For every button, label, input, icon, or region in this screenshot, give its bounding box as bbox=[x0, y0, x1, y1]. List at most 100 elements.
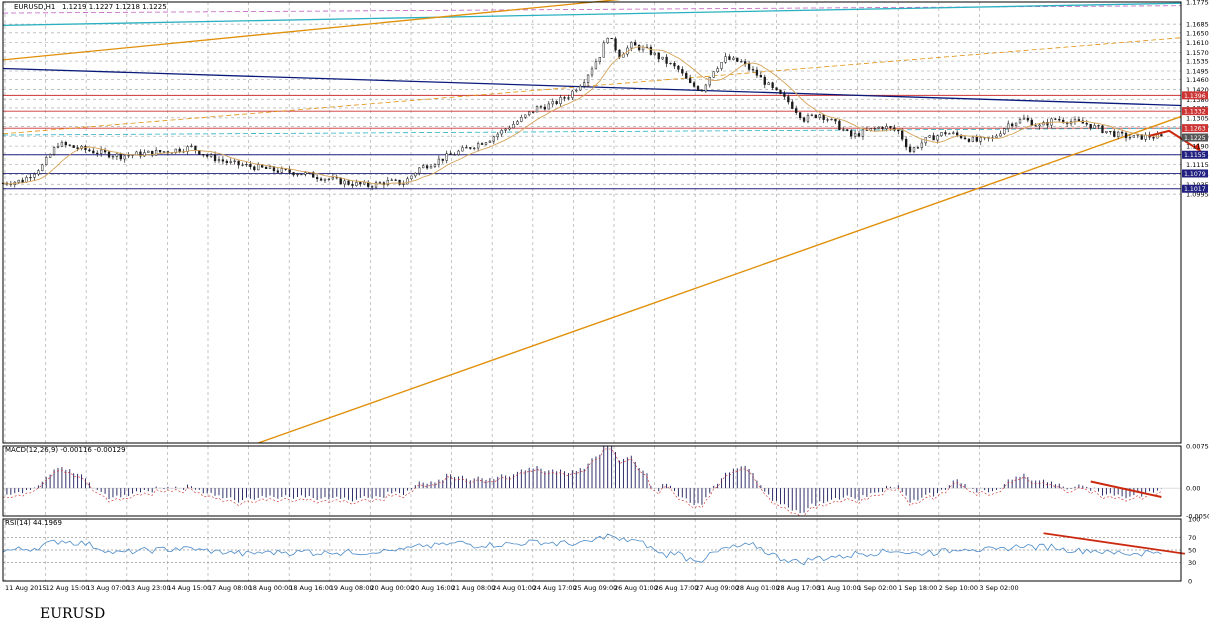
candle-body bbox=[233, 160, 236, 162]
candle-body bbox=[17, 179, 20, 183]
rsi-title: RSI(14) 44.1969 bbox=[5, 519, 62, 527]
candle-body bbox=[1132, 135, 1136, 138]
candle-body bbox=[1128, 137, 1132, 139]
candle-body bbox=[649, 46, 653, 55]
candle-body bbox=[88, 149, 91, 152]
candle-body bbox=[469, 147, 472, 149]
blue-trendline bbox=[2, 67, 1182, 107]
rsi-pane bbox=[2, 532, 1186, 566]
x-tick-label: 24 Aug 17:00 bbox=[533, 584, 577, 592]
pane-frame bbox=[2, 1, 1182, 444]
candle-body bbox=[162, 151, 166, 153]
candle-body bbox=[512, 123, 515, 129]
candle-body bbox=[967, 138, 971, 142]
channel-lower bbox=[257, 115, 1182, 444]
candle-body bbox=[916, 147, 920, 149]
candle-body bbox=[76, 147, 79, 149]
rsi-tick-label: 100 bbox=[1188, 516, 1200, 524]
candle-body bbox=[692, 82, 696, 87]
candle-body bbox=[846, 129, 849, 131]
candle-body bbox=[92, 150, 95, 154]
rsi-tick-label: 0 bbox=[1188, 578, 1192, 586]
candle-body bbox=[598, 56, 602, 63]
candle-body bbox=[720, 62, 723, 69]
candle-body bbox=[963, 137, 967, 140]
candle-body bbox=[433, 164, 437, 167]
candle-body bbox=[312, 172, 315, 178]
price-label: 1.1225 bbox=[1184, 135, 1206, 142]
price-label: 1.1079 bbox=[1184, 171, 1206, 178]
candle-body bbox=[1054, 118, 1057, 120]
ohlc-header: 1.1219 1.1227 1.1218 1.1225 bbox=[62, 3, 167, 11]
candle-body bbox=[712, 71, 715, 78]
candle-body bbox=[29, 177, 32, 179]
candle-body bbox=[696, 86, 700, 91]
candle-body bbox=[779, 89, 782, 95]
y-tick-label: 1.1570 bbox=[1186, 49, 1209, 57]
candle-body bbox=[795, 108, 798, 113]
candle-body bbox=[775, 87, 778, 91]
candle-body bbox=[418, 167, 421, 174]
macd-title: MACD(12,26,9) -0.00116 -0.00129 bbox=[5, 446, 126, 454]
candle-body bbox=[488, 140, 492, 143]
candle-body bbox=[630, 42, 633, 49]
candle-body bbox=[319, 178, 323, 181]
candle-body bbox=[579, 85, 582, 91]
candle-body bbox=[151, 150, 154, 156]
x-tick-label: 26 Aug 17:00 bbox=[655, 584, 699, 592]
candle-body bbox=[441, 158, 444, 161]
candle-body bbox=[414, 172, 417, 177]
price-label: 1.1263 bbox=[1184, 126, 1206, 133]
candle-body bbox=[237, 160, 240, 166]
candle-body bbox=[225, 160, 228, 163]
candle-body bbox=[386, 180, 389, 186]
candle-body bbox=[457, 150, 460, 155]
rsi-tick-label: 70 bbox=[1188, 534, 1196, 542]
candle-body bbox=[473, 147, 476, 149]
candle-body bbox=[410, 175, 413, 179]
candle-body bbox=[84, 145, 87, 151]
x-tick-label: 12 Aug 15:00 bbox=[46, 584, 90, 592]
y-tick-label: 1.1380 bbox=[1186, 96, 1209, 104]
candle-body bbox=[461, 147, 464, 152]
candle-body bbox=[665, 56, 668, 64]
candle-body bbox=[677, 65, 680, 70]
candle-body bbox=[1117, 131, 1120, 137]
candle-body bbox=[115, 153, 119, 157]
candle-body bbox=[508, 127, 511, 130]
candle-body bbox=[1014, 122, 1018, 127]
candle-body bbox=[602, 42, 605, 58]
candle-body bbox=[1077, 119, 1081, 122]
candle-body bbox=[1105, 131, 1108, 134]
candle-body bbox=[335, 177, 338, 179]
candle-body bbox=[347, 180, 350, 185]
candle-body bbox=[524, 114, 527, 118]
candle-body bbox=[374, 182, 378, 188]
candle-body bbox=[300, 174, 303, 176]
candle-body bbox=[1026, 117, 1030, 121]
candle-body bbox=[908, 146, 912, 152]
candle-body bbox=[822, 114, 825, 120]
arrow-head bbox=[1193, 143, 1201, 152]
candle-body bbox=[787, 96, 790, 103]
candle-body bbox=[37, 170, 40, 175]
candle-body bbox=[979, 137, 982, 142]
macd-tick-label: -0.00502 bbox=[1186, 513, 1209, 521]
candle-body bbox=[327, 178, 331, 180]
chart-caption: EURUSD bbox=[40, 606, 106, 622]
candle-body bbox=[292, 172, 295, 176]
candle-body bbox=[897, 129, 900, 132]
x-tick-label: 13 Aug 23:00 bbox=[127, 584, 171, 592]
candle-body bbox=[1007, 123, 1010, 129]
x-tick-label: 2 Sep 10:00 bbox=[939, 584, 978, 592]
candle-body bbox=[1081, 120, 1084, 124]
candle-body bbox=[657, 52, 660, 60]
candle-body bbox=[575, 89, 578, 92]
candle-body bbox=[390, 179, 393, 181]
candle-body bbox=[484, 142, 488, 145]
candle-body bbox=[885, 126, 888, 129]
candle-body bbox=[217, 159, 221, 162]
candle-body bbox=[999, 133, 1002, 137]
candle-body bbox=[952, 132, 955, 134]
